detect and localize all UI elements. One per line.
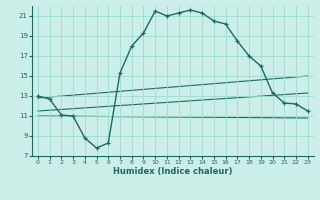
X-axis label: Humidex (Indice chaleur): Humidex (Indice chaleur) (113, 167, 233, 176)
